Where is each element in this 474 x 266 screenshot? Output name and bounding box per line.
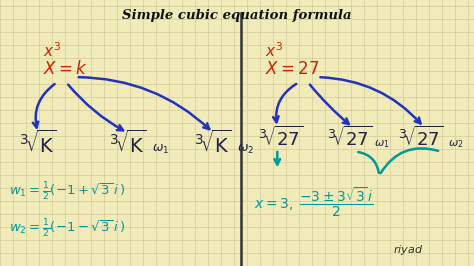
- Text: $\mathit{X} = 27$: $\mathit{X} = 27$: [265, 60, 319, 78]
- Text: Simple cubic equation formula: Simple cubic equation formula: [122, 10, 352, 22]
- Text: $\mathregular{{}^3\!\sqrt{27}}$: $\mathregular{{}^3\!\sqrt{27}}$: [398, 126, 444, 150]
- Text: $\mathit{x}^3$: $\mathit{x}^3$: [43, 41, 61, 60]
- Text: $\omega_1$: $\omega_1$: [152, 142, 169, 156]
- Text: $w_2 = \frac{1}{2}(-1-\sqrt{3}\,i\,)$: $w_2 = \frac{1}{2}(-1-\sqrt{3}\,i\,)$: [9, 218, 126, 240]
- Text: $x=3,\;\dfrac{-3\pm3\sqrt{3}\,i}{2}$: $x=3,\;\dfrac{-3\pm3\sqrt{3}\,i}{2}$: [254, 186, 374, 219]
- Text: $riyad$: $riyad$: [393, 243, 424, 257]
- Text: $\mathregular{{}^3\!\sqrt{27}}$: $\mathregular{{}^3\!\sqrt{27}}$: [327, 126, 373, 150]
- Text: $\omega_2$: $\omega_2$: [237, 142, 254, 156]
- Text: $\mathregular{{}^3\!\sqrt{K}}$: $\mathregular{{}^3\!\sqrt{K}}$: [109, 130, 146, 157]
- Text: $\mathregular{{}^3\!\sqrt{K}}$: $\mathregular{{}^3\!\sqrt{K}}$: [19, 130, 56, 157]
- Text: $\mathregular{{}^3\!\sqrt{K}}$: $\mathregular{{}^3\!\sqrt{K}}$: [194, 130, 232, 157]
- Text: $\mathit{x}^3$: $\mathit{x}^3$: [265, 41, 283, 60]
- Text: $\omega_2$: $\omega_2$: [448, 138, 464, 149]
- Text: $w_1 = \frac{1}{2}(-1+\sqrt{3}\,i\,)$: $w_1 = \frac{1}{2}(-1+\sqrt{3}\,i\,)$: [9, 180, 126, 203]
- Text: $\mathregular{{}^3\!\sqrt{27}}$: $\mathregular{{}^3\!\sqrt{27}}$: [258, 126, 304, 150]
- Text: $\omega_1$: $\omega_1$: [374, 138, 390, 149]
- Text: $\mathit{X} = k$: $\mathit{X} = k$: [43, 60, 87, 78]
